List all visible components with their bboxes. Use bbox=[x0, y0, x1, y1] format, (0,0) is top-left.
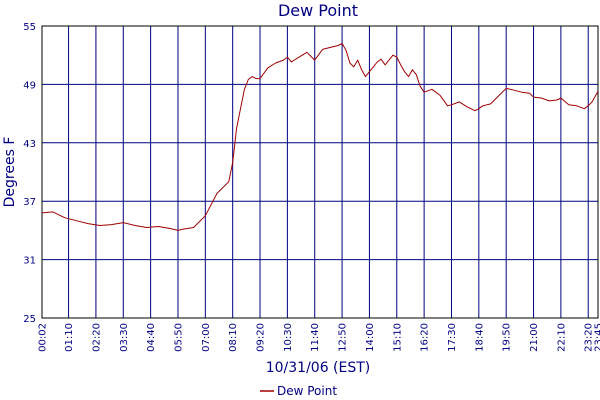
x-tick-label: 19:50 bbox=[502, 323, 513, 352]
x-tick-label: 22:10 bbox=[556, 323, 567, 352]
series-line-dew-point bbox=[41, 43, 599, 231]
x-tick-label: 15:10 bbox=[392, 323, 403, 352]
y-axis-label: Degrees F bbox=[2, 137, 18, 208]
x-tick-label: 17:30 bbox=[447, 323, 458, 352]
legend-label-dew-point: Dew Point bbox=[277, 384, 337, 398]
x-tick-label: 23:45 bbox=[594, 323, 600, 352]
x-tick-label: 10:30 bbox=[283, 323, 294, 352]
x-tick-label: 12:50 bbox=[338, 323, 349, 352]
x-tick-label: 07:00 bbox=[201, 323, 212, 352]
x-tick-label: 23:20 bbox=[584, 323, 595, 352]
legend: Dew Point bbox=[260, 384, 337, 398]
y-tick-label: 49 bbox=[23, 80, 36, 91]
y-tick-label: 55 bbox=[23, 22, 36, 33]
x-tick-label: 09:20 bbox=[256, 323, 267, 352]
x-tick-label: 21:00 bbox=[529, 323, 540, 352]
y-tick-label: 43 bbox=[23, 139, 36, 150]
x-tick-label: 16:20 bbox=[420, 323, 431, 352]
x-tick-label: 00:02 bbox=[38, 323, 49, 352]
y-tick-label: 37 bbox=[23, 197, 36, 208]
x-tick-label: 14:00 bbox=[365, 323, 376, 352]
x-tick-label: 08:10 bbox=[228, 323, 239, 352]
y-tick-label: 31 bbox=[23, 256, 36, 267]
x-axis-label: 10/31/06 (EST) bbox=[266, 360, 371, 376]
chart-title: Dew Point bbox=[278, 1, 358, 20]
x-tick-label: 11:40 bbox=[310, 323, 321, 352]
x-tick-label: 05:50 bbox=[173, 323, 184, 352]
y-tick-label: 25 bbox=[23, 314, 36, 325]
y-tick-labels: 25 31 37 43 49 55 bbox=[23, 22, 36, 325]
x-tick-label: 04:40 bbox=[146, 323, 157, 352]
x-tick-label: 18:40 bbox=[474, 323, 485, 352]
x-tick-label: 01:10 bbox=[64, 323, 75, 352]
grid bbox=[41, 25, 599, 319]
plot-area-frame bbox=[41, 25, 599, 319]
x-tick-label: 03:30 bbox=[119, 323, 130, 352]
x-tick-label: 02:20 bbox=[91, 323, 102, 352]
series-layer bbox=[41, 43, 599, 231]
x-tick-labels: 00:02 01:10 02:20 03:30 04:40 05:50 07:00 08:10… bbox=[38, 323, 600, 352]
